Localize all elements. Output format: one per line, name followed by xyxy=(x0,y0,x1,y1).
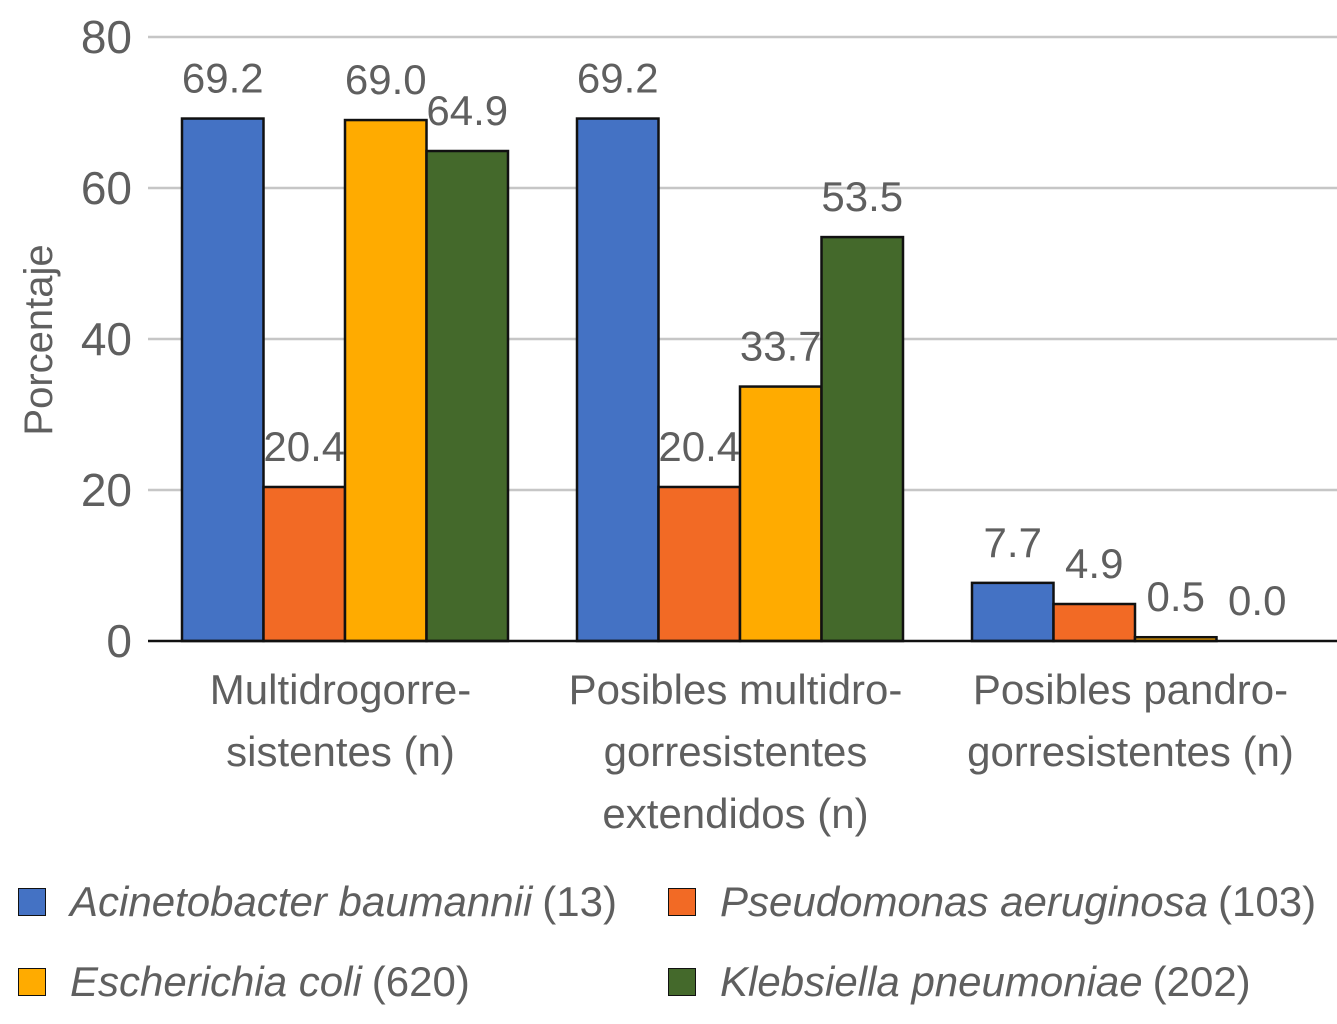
legend: Acinetobacter baumannii (13) Pseudomonas… xyxy=(0,860,1337,1024)
bar-pseudomonas-aeruginosa-1 xyxy=(657,485,742,643)
y-tick-label: 60 xyxy=(81,162,132,214)
y-tick-label: 80 xyxy=(81,11,132,63)
x-category-label: Posibles pandro- xyxy=(973,666,1288,713)
bars xyxy=(180,117,1218,643)
data-label: 7.7 xyxy=(984,519,1042,566)
data-label: 4.9 xyxy=(1065,540,1123,587)
legend-series-name: Klebsiella pneumoniae xyxy=(720,958,1143,1005)
bar-klebsiella-pneumoniae-0 xyxy=(425,149,510,643)
data-label: 0.0 xyxy=(1228,577,1286,624)
bar-klebsiella-pneumoniae-1 xyxy=(820,235,905,643)
legend-series-count: (13) xyxy=(542,878,617,925)
legend-item-escherichia[interactable]: Escherichia coli (620) xyxy=(18,958,470,1006)
data-label: 20.4 xyxy=(263,423,345,470)
data-label: 69.0 xyxy=(345,56,427,103)
legend-swatch xyxy=(668,968,696,996)
legend-series-name: Acinetobacter baumannii xyxy=(70,878,533,925)
x-category-label: extendidos (n) xyxy=(602,790,868,837)
legend-series-name: Pseudomonas aeruginosa xyxy=(720,878,1209,925)
bar-acinetobacter-baumannii-1 xyxy=(575,117,660,643)
bar-acinetobacter-baumannii-2 xyxy=(970,581,1055,643)
legend-item-acinetobacter[interactable]: Acinetobacter baumannii (13) xyxy=(18,878,617,926)
x-category-label: Multidrogorre- xyxy=(210,666,471,713)
y-tick-label: 40 xyxy=(81,313,132,365)
legend-series-name: Escherichia coli xyxy=(70,958,362,1005)
y-axis-ticks: 0 20 40 60 80 xyxy=(81,11,132,667)
legend-swatch xyxy=(18,888,46,916)
data-label: 20.4 xyxy=(658,423,740,470)
data-label: 33.7 xyxy=(740,323,822,370)
data-label: 0.5 xyxy=(1147,573,1205,620)
x-axis-category-labels: Multidrogorre-sistentes (n) Posibles mult… xyxy=(210,666,1294,837)
bar-pseudomonas-aeruginosa-2 xyxy=(1052,602,1137,643)
legend-swatch xyxy=(18,968,46,996)
y-tick-label: 20 xyxy=(81,464,132,516)
y-tick-label: 0 xyxy=(106,615,132,667)
data-label: 69.2 xyxy=(182,55,264,102)
bar-escherichia-coli-1 xyxy=(738,385,823,643)
legend-swatch xyxy=(668,888,696,916)
legend-series-count: (620) xyxy=(371,958,470,1005)
x-category-label: gorresistentes (n) xyxy=(967,728,1294,775)
data-labels: 69.2 20.4 69.064.9 69.2 20.4 33.7 53.5 7.7 4.9 0.… xyxy=(182,55,1287,624)
x-category-label: gorresistentes xyxy=(604,728,868,775)
bar-pseudomonas-aeruginosa-0 xyxy=(262,485,347,643)
bar-escherichia-coli-0 xyxy=(343,118,428,643)
legend-item-pseudomonas[interactable]: Pseudomonas aeruginosa (103) xyxy=(668,878,1316,926)
x-category-label: sistentes (n) xyxy=(226,728,455,775)
data-label: 69.2 xyxy=(577,55,659,102)
y-axis-label: Porcentaje xyxy=(17,244,61,435)
legend-series-count: (103) xyxy=(1218,878,1317,925)
bar-acinetobacter-baumannii-0 xyxy=(180,117,265,643)
legend-series-count: (202) xyxy=(1152,958,1251,1005)
x-category-label: Posibles multidro- xyxy=(569,666,903,713)
legend-item-klebsiella[interactable]: Klebsiella pneumoniae (202) xyxy=(668,958,1251,1006)
data-label: 64.9 xyxy=(426,87,508,134)
data-label: 53.5 xyxy=(821,173,903,220)
